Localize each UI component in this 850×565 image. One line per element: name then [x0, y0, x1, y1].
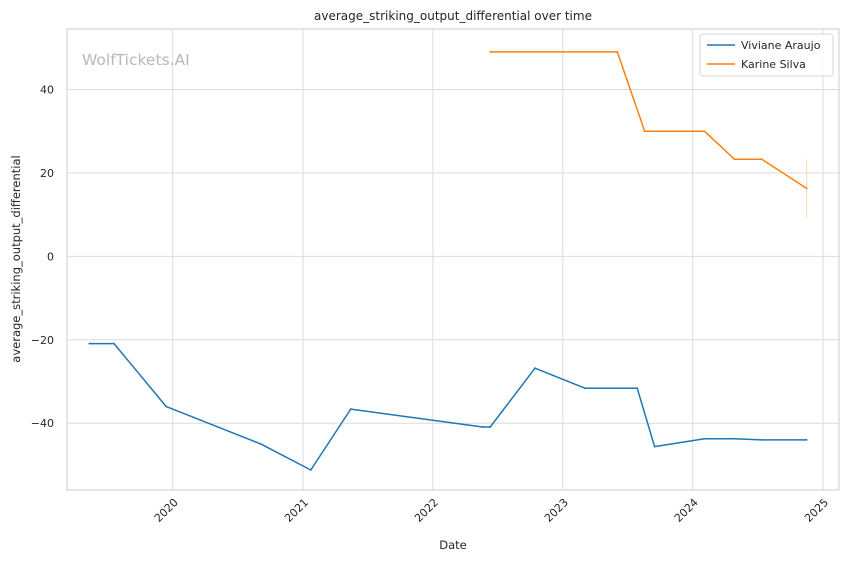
y-tick-labels: −40 −20 0 20 40: [31, 83, 54, 430]
watermark: WolfTickets.AI: [82, 51, 190, 69]
plot-area-frame: [66, 28, 840, 491]
x-axis-label: Date: [439, 538, 467, 552]
series-line: [89, 342, 807, 471]
data-point: [703, 437, 706, 440]
data-point: [309, 469, 312, 471]
chart-title: average_striking_output_differential ove…: [314, 9, 592, 23]
data-point: [760, 158, 763, 161]
data-point: [165, 405, 168, 408]
data-point: [489, 51, 492, 53]
y-axis-label: average_striking_output_differential: [9, 155, 23, 362]
data-point: [733, 437, 736, 440]
y-tick-label: −20: [31, 334, 54, 347]
y-tick-label: 20: [40, 167, 54, 180]
data-point: [643, 130, 646, 133]
data-point: [805, 187, 808, 190]
data-point: [733, 158, 736, 161]
data-point: [113, 342, 115, 345]
data-point: [349, 408, 352, 410]
series-group: [88, 51, 808, 471]
series-viviane-araujo: [88, 342, 808, 471]
legend: Viviane Araujo Karine Silva: [699, 33, 834, 77]
data-point: [636, 387, 639, 390]
data-point: [703, 130, 706, 133]
data-point: [760, 439, 763, 441]
legend-label: Karine Silva: [741, 58, 806, 71]
data-point: [260, 443, 262, 446]
y-tick-label: 40: [40, 83, 54, 96]
data-point: [805, 439, 808, 441]
data-point: [88, 342, 91, 345]
series-karine-silva: [489, 51, 808, 218]
y-tick-label: −40: [31, 417, 54, 430]
data-point: [653, 445, 656, 448]
legend-label: Viviane Araujo: [741, 39, 821, 52]
data-point: [534, 367, 536, 370]
data-point: [481, 426, 484, 428]
data-point: [616, 51, 619, 53]
data-point: [583, 387, 586, 390]
grid: [67, 29, 839, 490]
y-tick-label: 0: [47, 250, 54, 263]
data-point: [489, 426, 492, 428]
